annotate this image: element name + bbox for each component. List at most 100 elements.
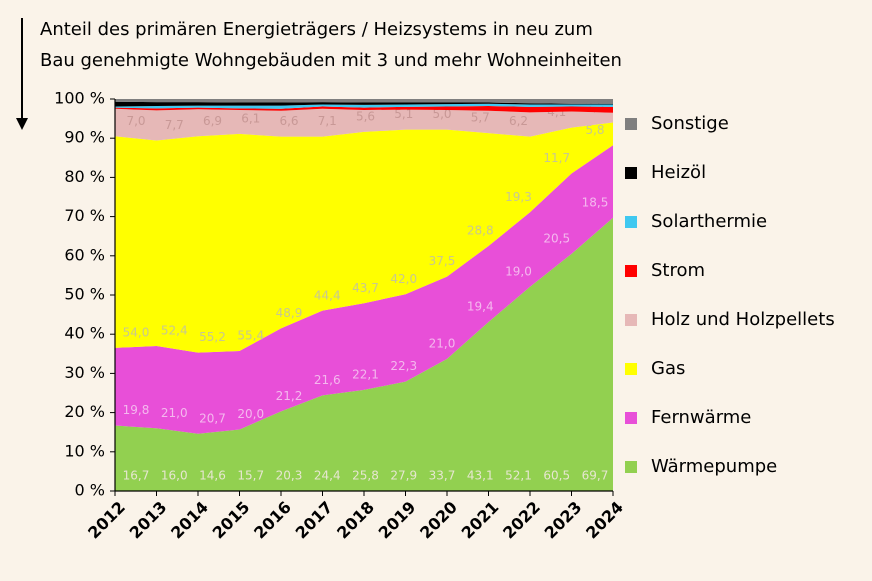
value-label: 25,8 — [352, 469, 379, 483]
legend-swatch — [625, 412, 637, 424]
x-tick-label: 2016 — [250, 498, 295, 543]
legend-label: Sonstige — [651, 113, 729, 134]
legend-swatch — [625, 216, 637, 228]
value-label: 37,5 — [429, 254, 456, 268]
value-label: 33,7 — [429, 469, 456, 483]
area — [115, 108, 613, 141]
area — [115, 103, 613, 109]
value-label: 69,7 — [582, 469, 609, 483]
value-label: 7,7 — [165, 118, 184, 132]
y-tick-label: 100 % — [54, 89, 105, 108]
value-label: 5,0 — [432, 107, 451, 121]
value-label: 5,1 — [394, 107, 413, 121]
value-label: 54,0 — [123, 326, 150, 340]
value-label: 19,3 — [505, 190, 532, 204]
legend-swatch — [625, 167, 637, 179]
chart-title-line: Bau genehmigte Wohngebäuden mit 3 und me… — [40, 50, 622, 71]
x-tick-label: 2022 — [499, 498, 544, 543]
value-label: 52,1 — [505, 469, 532, 483]
value-label: 44,4 — [314, 288, 341, 302]
value-label: 20,3 — [276, 469, 303, 483]
value-label: 48,9 — [276, 306, 303, 320]
value-label: 6,6 — [279, 114, 298, 128]
legend-swatch — [625, 118, 637, 130]
area — [115, 106, 613, 113]
value-label: 19,4 — [467, 300, 494, 314]
value-label: 15,7 — [237, 469, 264, 483]
y-tick-label: 20 % — [64, 402, 105, 421]
value-label: 6,2 — [509, 114, 528, 128]
value-label: 7,0 — [126, 114, 145, 128]
value-label: 5,7 — [471, 111, 490, 125]
value-label: 55,4 — [237, 329, 264, 343]
y-tick-label: 70 % — [64, 206, 105, 225]
legend-swatch — [625, 461, 637, 473]
value-label: 55,2 — [199, 330, 226, 344]
legend-swatch — [625, 363, 637, 375]
y-tick-label: 90 % — [64, 128, 105, 147]
area — [115, 101, 613, 107]
legend-label: Gas — [651, 358, 685, 379]
legend-label: Fernwärme — [651, 407, 751, 428]
value-label: 24,4 — [314, 469, 341, 483]
value-label: 43,1 — [467, 469, 494, 483]
x-tick-label: 2019 — [375, 498, 420, 543]
y-tick-label: 60 % — [64, 245, 105, 264]
value-label: 27,9 — [390, 469, 417, 483]
value-label: 28,8 — [467, 224, 494, 238]
x-tick-label: 2023 — [541, 498, 586, 543]
legend-label: Holz und Holzpellets — [651, 309, 835, 330]
value-label: 6,9 — [203, 114, 222, 128]
value-label: 52,4 — [161, 324, 188, 338]
value-label: 16,7 — [123, 469, 150, 483]
x-tick-label: 2017 — [292, 498, 337, 543]
value-label: 7,1 — [318, 114, 337, 128]
value-label: 20,5 — [543, 231, 570, 245]
y-tick-label: 10 % — [64, 441, 105, 460]
value-label: 14,6 — [199, 469, 226, 483]
value-label: 19,0 — [505, 264, 532, 278]
x-tick-label: 2012 — [84, 498, 129, 543]
y-tick-label: 40 % — [64, 324, 105, 343]
value-label: 19,8 — [123, 403, 150, 417]
value-label: 42,0 — [390, 272, 417, 286]
value-label: 21,2 — [276, 389, 303, 403]
x-tick-label: 2024 — [582, 498, 627, 543]
value-label: 21,0 — [161, 406, 188, 420]
value-label: 21,6 — [314, 373, 341, 387]
value-label: 5,8 — [585, 123, 604, 137]
legend-label: Strom — [651, 260, 705, 281]
value-label: 22,3 — [390, 359, 417, 373]
value-label: 20,7 — [199, 411, 226, 425]
value-label: 20,0 — [237, 407, 264, 421]
value-label: 5,6 — [356, 110, 375, 124]
x-tick-label: 2013 — [126, 498, 171, 543]
value-label: 16,0 — [161, 469, 188, 483]
value-label: 60,5 — [543, 469, 570, 483]
area — [115, 99, 613, 104]
y-tick-label: 80 % — [64, 167, 105, 186]
x-tick-label: 2021 — [458, 498, 503, 543]
legend-label: Wärmepumpe — [651, 456, 777, 477]
x-tick-label: 2015 — [209, 498, 254, 543]
y-tick-label: 0 % — [75, 481, 105, 500]
x-tick-label: 2020 — [416, 498, 461, 543]
value-label: 11,7 — [543, 151, 570, 165]
value-label: 22,1 — [352, 367, 379, 381]
value-label: 18,5 — [582, 195, 609, 209]
y-tick-label: 50 % — [64, 285, 105, 304]
x-tick-label: 2018 — [333, 498, 378, 543]
value-label: 6,1 — [241, 111, 260, 125]
x-tick-label: 2014 — [167, 498, 212, 543]
value-label: 43,7 — [352, 281, 379, 295]
area — [115, 145, 613, 434]
area — [115, 217, 613, 491]
area — [115, 122, 613, 353]
legend-label: Heizöl — [651, 162, 706, 183]
legend-label: Solarthermie — [651, 211, 767, 232]
value-label: 21,0 — [429, 337, 456, 351]
legend-swatch — [625, 314, 637, 326]
chart-title-line: Anteil des primären Energieträgers / Hei… — [40, 19, 593, 40]
axis-arrow-head — [16, 118, 28, 130]
